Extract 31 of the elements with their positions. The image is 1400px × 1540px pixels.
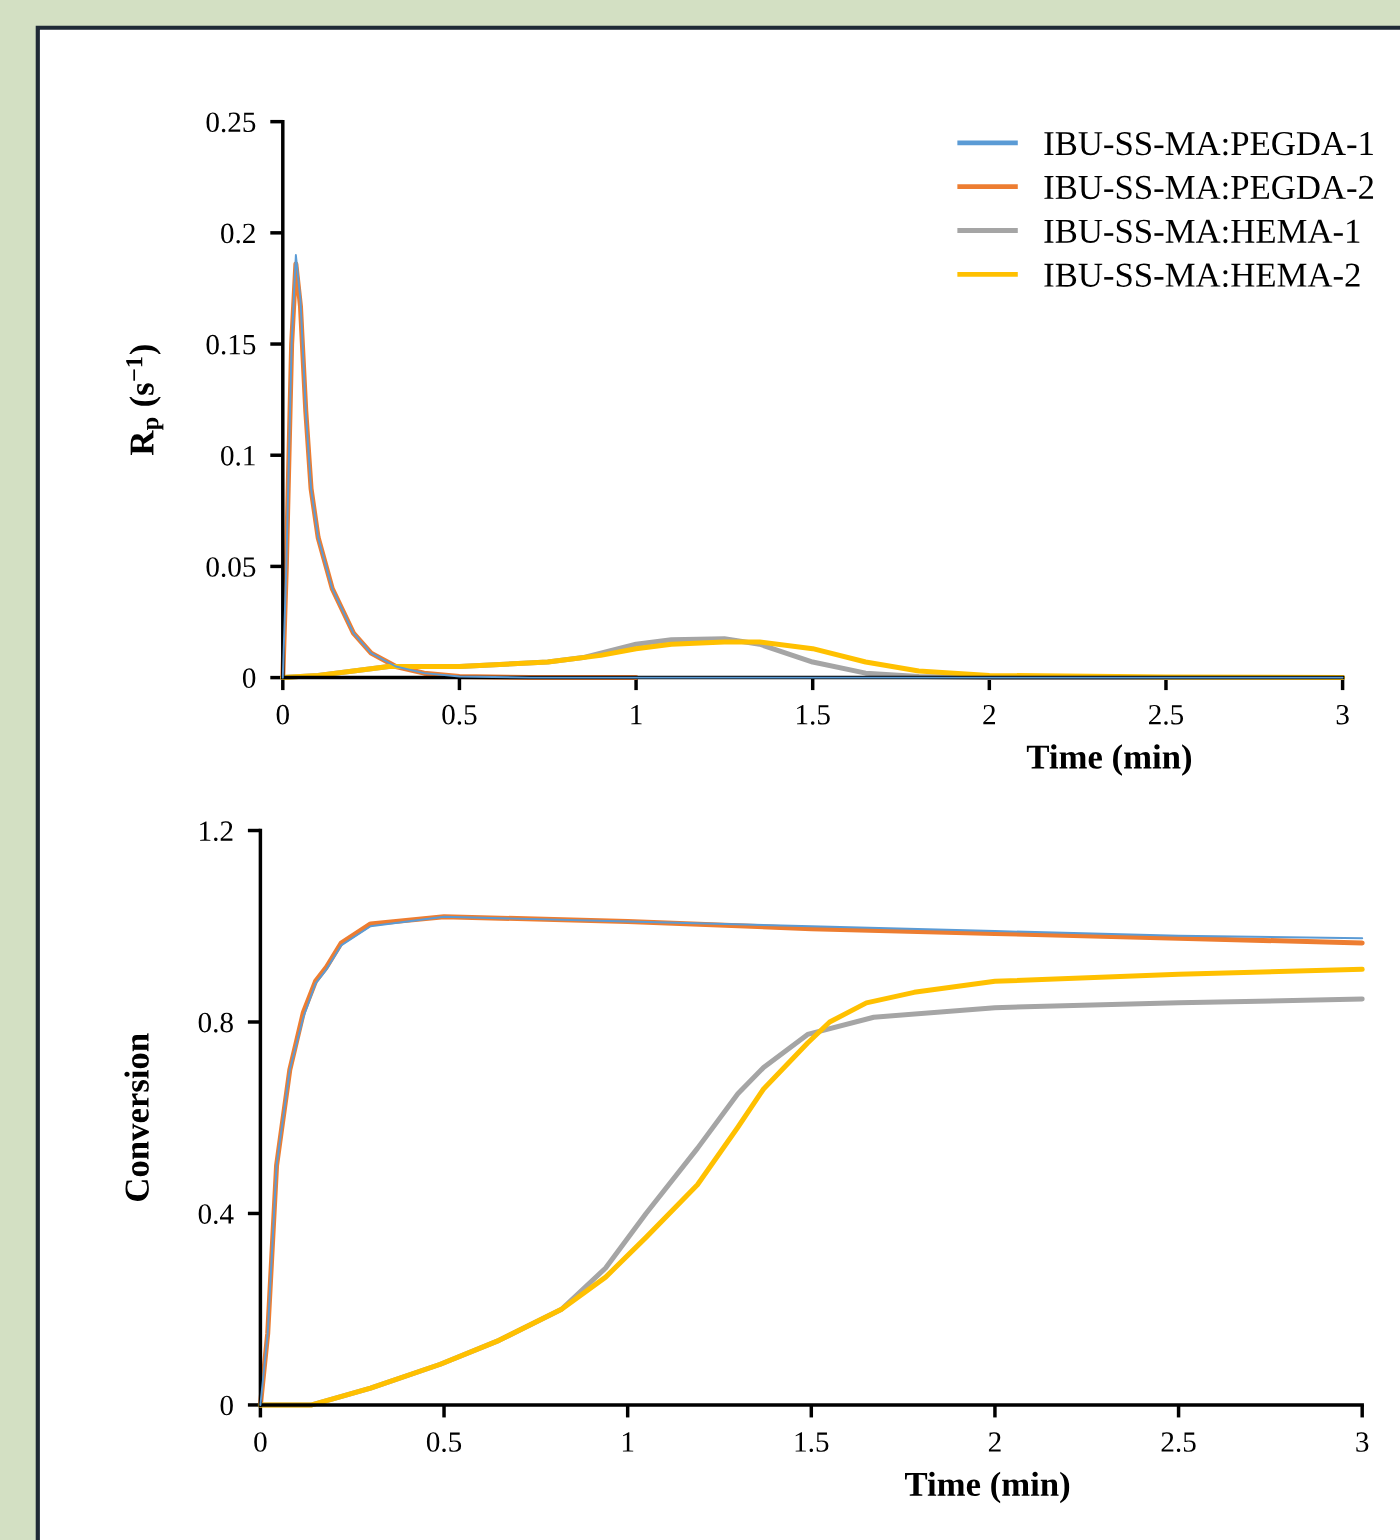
y-tick-label: 0.4 <box>198 1204 234 1224</box>
y-tick-label: 0.15 <box>206 334 256 355</box>
y-axis-title: R$_{p}$ (s$^{−1}$) <box>126 345 164 456</box>
x-tick-label: 1.5 <box>795 1432 829 1452</box>
y-tick-label: 1.2 <box>200 821 233 842</box>
y-tick-label: 0 <box>220 1395 233 1416</box>
legend-label: IBU-SS-MA:PEGDA-2 <box>1044 175 1374 200</box>
x-tick-label: 3 <box>1336 704 1349 725</box>
y-tick-label: 0 <box>242 668 256 689</box>
y-axis-title: Conversion <box>124 1033 149 1201</box>
legend-label: IBU-SS-MA:HEMA-2 <box>1044 263 1360 288</box>
x-tick-label: 2 <box>988 1432 1001 1452</box>
x-tick-label: 2.5 <box>1149 704 1184 725</box>
y-tick-label: 0.8 <box>198 1012 233 1033</box>
x-tick-label: 2 <box>983 704 996 725</box>
x-axis-title: Time (min) <box>1026 744 1192 776</box>
x-tick-label: 1 <box>622 1432 634 1452</box>
x-axis-title: Time (min) <box>905 1471 1070 1504</box>
x-tick-label: 3 <box>1356 1432 1369 1452</box>
legend-label: IBU-SS-MA:HEMA-1 <box>1044 219 1360 244</box>
x-tick-label: 2.5 <box>1161 1432 1196 1452</box>
x-tick-label: 0 <box>276 704 289 725</box>
y-tick-label: 0.25 <box>206 112 256 133</box>
x-tick-label: 0.5 <box>426 1432 462 1452</box>
x-tick-label: 0.5 <box>442 704 477 725</box>
y-tick-label: 0.2 <box>221 223 255 244</box>
x-tick-label: 1 <box>631 704 642 725</box>
legend-label: IBU-SS-MA:PEGDA-1 <box>1044 131 1373 156</box>
x-tick-label: 1.5 <box>797 704 830 725</box>
y-tick-label: 0.05 <box>206 557 256 577</box>
y-tick-label: 0.1 <box>221 445 255 466</box>
